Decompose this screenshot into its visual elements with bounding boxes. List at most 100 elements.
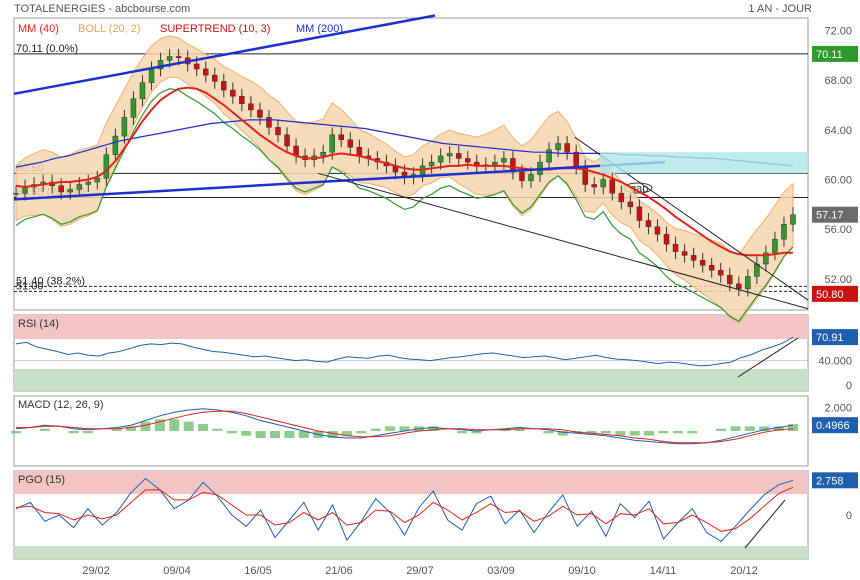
macd-histogram-bar: [629, 431, 640, 436]
level-label: 70.11 (0.0%): [16, 43, 78, 55]
macd-histogram-bar: [658, 431, 669, 434]
macd-histogram-bar: [615, 431, 626, 436]
rsi-tick: 0: [846, 380, 852, 392]
candle-body: [627, 201, 634, 208]
candle-body: [13, 192, 19, 195]
candle-body: [257, 109, 263, 118]
candle-body: [338, 134, 345, 141]
candle-body: [202, 68, 209, 76]
price-tag-label: 70.11: [816, 49, 843, 61]
macd-histogram-bar: [716, 428, 727, 431]
candle-body: [492, 161, 498, 165]
macd-histogram-bar: [788, 424, 798, 431]
trendline-support: [13, 160, 666, 201]
candle-body: [636, 206, 643, 221]
macd-tick: 2.000: [824, 403, 852, 415]
supertrend-line: [15, 88, 794, 322]
candle-body: [745, 276, 751, 290]
x-tick-label: 03/09: [487, 565, 515, 577]
macd-histogram-bar: [68, 431, 79, 434]
rsi-tick: 40.000: [818, 356, 852, 368]
candle-body: [148, 68, 155, 83]
macd-histogram-bar: [270, 431, 280, 438]
candle-body: [681, 251, 688, 256]
macd-value-tag: [812, 417, 858, 434]
x-tick-label: 20/12: [730, 565, 758, 577]
legend-supertrend: SUPERTREND (10, 3): [160, 23, 270, 35]
resistance-zone: [600, 152, 808, 174]
rsi-line: [15, 336, 794, 367]
macd-line: [15, 408, 794, 445]
candle-body: [573, 151, 579, 168]
macd-histogram-bar: [773, 426, 784, 431]
price-tag: [812, 206, 858, 223]
legend-mm200: MM (200): [296, 23, 343, 35]
trendline-down: [317, 172, 809, 310]
pgo-value-tag: [812, 472, 858, 489]
macd-histogram-bar: [169, 419, 180, 431]
macd-histogram-bar: [672, 431, 683, 434]
candle-body: [157, 59, 164, 70]
candle-body: [727, 274, 733, 285]
macd-histogram-bar: [385, 426, 396, 431]
price-tag: [812, 45, 858, 62]
candle-body: [428, 161, 435, 167]
pgo-oversold-zone: [14, 546, 808, 559]
pgo-tick: 0: [846, 510, 852, 522]
macd-histogram-bar: [399, 426, 410, 431]
rsi-title: RSI (14): [18, 318, 59, 330]
price-tick: 64.00: [824, 125, 852, 137]
pgo-value-label: 2.758: [816, 475, 844, 487]
candle-body: [103, 154, 110, 179]
macd-histogram-bar: [370, 428, 381, 431]
candle-body: [763, 252, 769, 265]
x-tick-label: 29/07: [406, 565, 434, 577]
rsi-value-tag: [812, 329, 858, 346]
macd-histogram-bar: [126, 426, 137, 431]
price-tick: 52.00: [824, 274, 852, 286]
candle-body: [645, 220, 652, 227]
legend-mm40: MM (40): [18, 23, 59, 35]
candle-body: [672, 243, 679, 252]
macd-histogram-bar: [327, 431, 338, 438]
candle-body: [112, 135, 119, 155]
macd-histogram-bar: [600, 431, 611, 434]
price-tag-label: 57.17: [816, 210, 844, 222]
gap-label: gap: [630, 183, 648, 195]
candle-body: [130, 98, 137, 118]
candle-body: [266, 117, 272, 128]
candle-body: [248, 103, 254, 111]
macd-value-label: 0.4966: [816, 420, 850, 432]
candle-body: [455, 153, 462, 159]
candle-body: [320, 151, 326, 157]
candle-body: [519, 171, 525, 182]
candle-body: [690, 255, 697, 261]
candle-body: [772, 238, 778, 254]
macd-signal-line: [16, 410, 794, 444]
level-label: 51.40 (38.2%): [16, 275, 85, 287]
price-tick: 60.00: [824, 175, 852, 187]
macd-histogram-bar: [644, 431, 655, 436]
pgo-title: PGO (15): [18, 474, 65, 486]
candle-body: [230, 89, 236, 97]
pgo-line: [15, 477, 794, 543]
macd-histogram-bar: [226, 431, 237, 434]
macd-histogram-bar: [198, 424, 209, 431]
x-tick-label: 21/06: [325, 565, 353, 577]
candle-body: [790, 214, 796, 225]
macd-histogram-bar: [39, 428, 50, 431]
price-tick: 56.00: [824, 224, 852, 236]
candle-body: [67, 189, 73, 193]
price-tick: 72.00: [824, 25, 852, 37]
candle-body: [708, 265, 715, 271]
rsi-trendline: [737, 337, 799, 378]
candle-body: [275, 127, 281, 136]
pgo-signal-line: [15, 486, 794, 532]
macd-histogram-bar: [557, 431, 568, 436]
level-label: 51.00: [16, 280, 44, 292]
source-title: TOTALENERGIES - abcbourse.com: [14, 3, 190, 15]
candle-body: [94, 178, 101, 183]
x-tick-label: 09/04: [163, 565, 191, 577]
candle-body: [717, 269, 724, 276]
